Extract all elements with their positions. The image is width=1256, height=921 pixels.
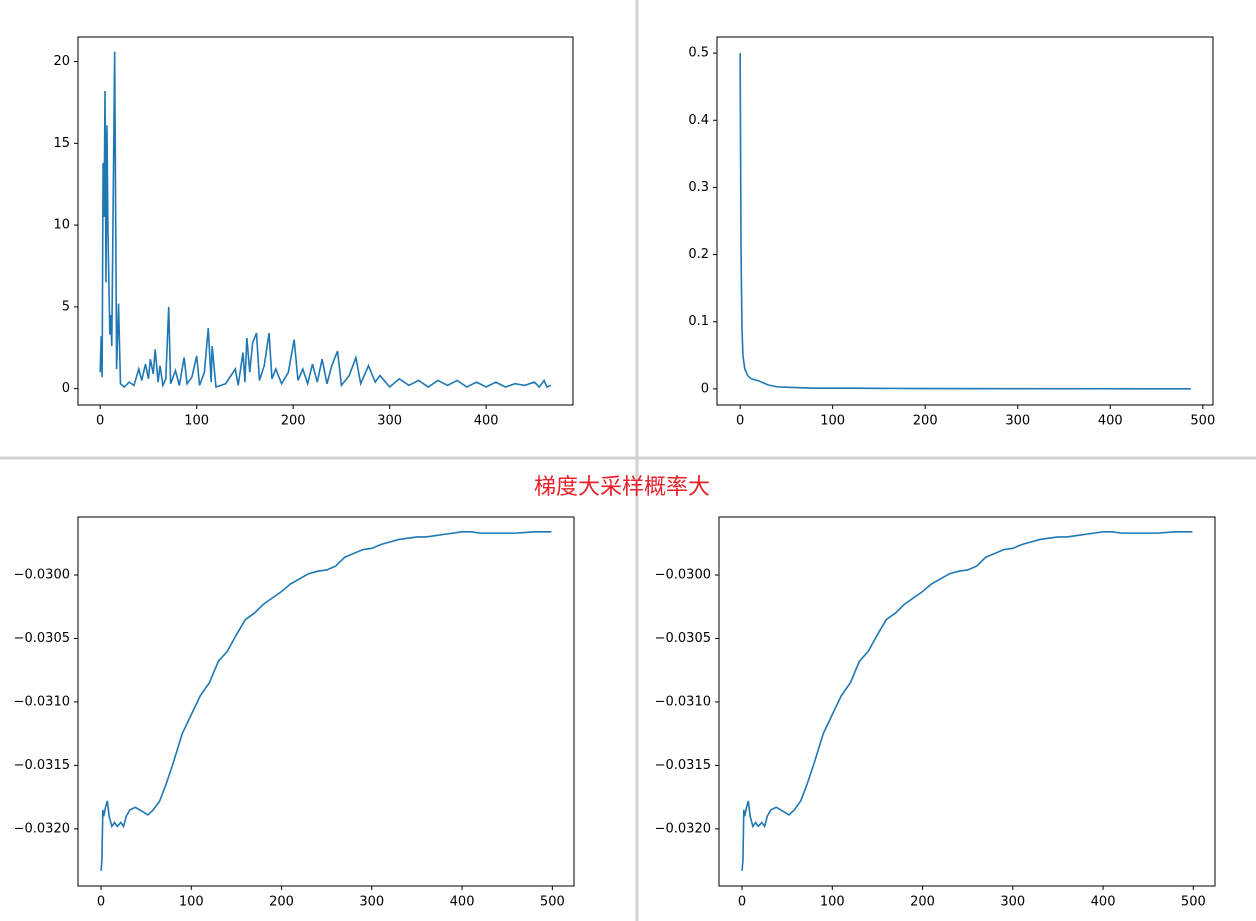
y-tick-label: 0.3 (688, 180, 709, 195)
y-tick-label: −0.0305 (655, 631, 711, 646)
x-tick-label: 500 (1181, 895, 1206, 910)
x-tick-label: 100 (820, 895, 845, 910)
annotation: 梯度大采样概率大 (534, 475, 710, 500)
y-tick-label: 0.1 (688, 314, 709, 329)
x-tick-label: 300 (1005, 414, 1030, 429)
y-tick-label: −0.0310 (655, 694, 711, 709)
y-tick-label: 15 (53, 136, 70, 151)
x-tick-label: 200 (269, 895, 294, 910)
y-tick-label: −0.0320 (14, 821, 70, 836)
y-tick-label: 0.5 (688, 46, 709, 61)
data-line (741, 531, 1193, 871)
x-tick-label: 0 (96, 414, 104, 429)
x-tick-label: 300 (1000, 895, 1025, 910)
y-tick-label: 20 (53, 54, 70, 69)
x-tick-label: 500 (540, 895, 565, 910)
x-tick-label: 400 (474, 414, 499, 429)
y-tick-label: −0.0305 (14, 631, 70, 646)
plot-frame (718, 516, 1216, 887)
y-tick-label: 5 (62, 299, 70, 314)
plot-frame (77, 516, 575, 887)
plot-frame (716, 36, 1214, 406)
x-tick-label: 100 (184, 414, 209, 429)
x-tick-label: 400 (1098, 414, 1123, 429)
y-tick-label: −0.0300 (655, 568, 711, 583)
x-tick-label: 200 (281, 414, 306, 429)
x-tick-label: 300 (359, 895, 384, 910)
x-tick-label: 200 (910, 895, 935, 910)
y-tick-label: 0 (62, 381, 70, 396)
y-tick-label: −0.0315 (14, 758, 70, 773)
x-tick-label: 100 (820, 414, 845, 429)
x-tick-label: 0 (736, 414, 744, 429)
x-tick-label: 200 (913, 414, 938, 429)
y-tick-label: 0.4 (688, 113, 709, 128)
plot-frame (77, 36, 574, 406)
x-tick-label: 100 (179, 895, 204, 910)
x-tick-label: 0 (738, 895, 746, 910)
x-tick-label: 0 (97, 895, 105, 910)
y-tick-label: 10 (53, 218, 70, 233)
y-tick-label: 0 (701, 381, 709, 396)
data-line (99, 51, 552, 389)
y-tick-label: −0.0315 (655, 758, 711, 773)
data-line (100, 531, 552, 871)
y-tick-label: −0.0320 (655, 821, 711, 836)
y-tick-label: −0.0300 (14, 568, 70, 583)
y-tick-label: 0.2 (688, 247, 709, 262)
x-tick-label: 500 (1190, 414, 1215, 429)
x-tick-label: 400 (1091, 895, 1116, 910)
y-tick-label: −0.0310 (14, 694, 70, 709)
x-tick-label: 400 (450, 895, 475, 910)
x-tick-label: 300 (377, 414, 402, 429)
data-line (739, 53, 1191, 390)
